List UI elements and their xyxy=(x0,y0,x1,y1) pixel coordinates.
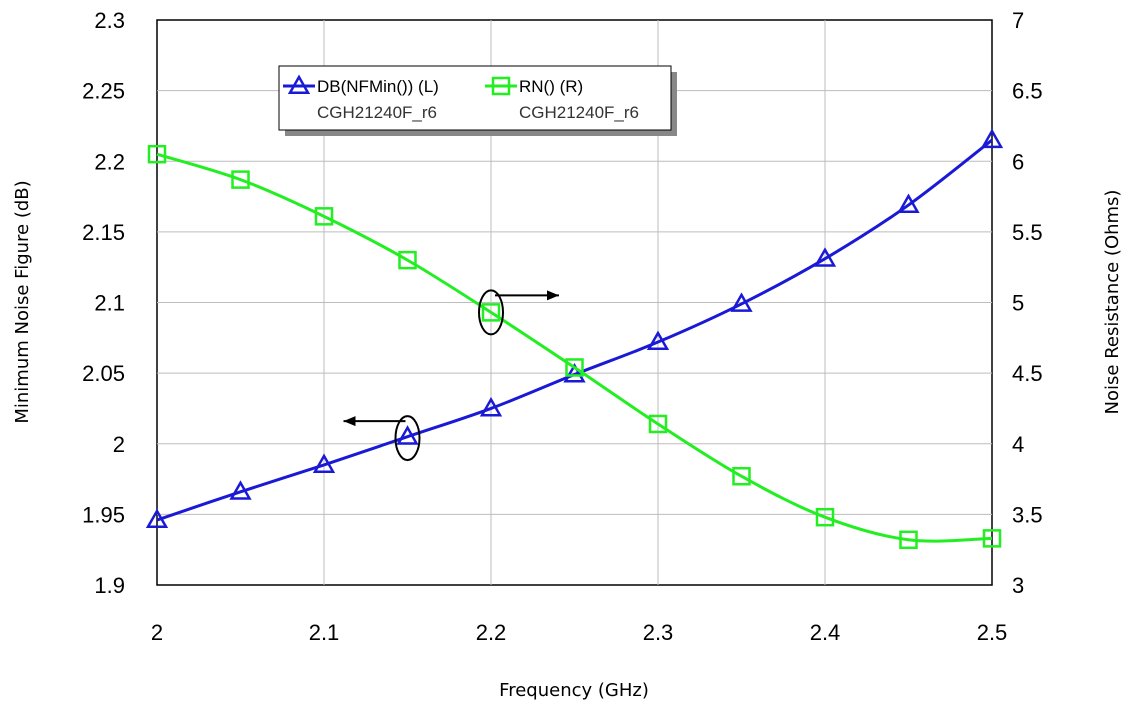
legend-box xyxy=(278,65,672,131)
y-right-tick-labels: 3 3.5 4 4.5 5 5.5 6 6.5 7 xyxy=(1012,8,1043,598)
data-point xyxy=(231,170,250,189)
data-point xyxy=(481,303,501,322)
y-right-tick-label: 6.5 xyxy=(1012,79,1043,104)
data-point xyxy=(398,250,417,270)
annotation-layer xyxy=(343,289,559,462)
series-line xyxy=(156,152,993,543)
x-tick-label: 2.2 xyxy=(476,620,507,645)
series-layer xyxy=(145,128,1004,550)
data-point xyxy=(813,247,837,267)
data-point xyxy=(314,207,334,226)
annotation-arrow-head xyxy=(343,416,356,427)
data-point xyxy=(229,480,252,500)
data-point xyxy=(312,453,336,473)
data-point xyxy=(147,144,167,164)
x-tick-label: 2.1 xyxy=(309,620,340,645)
legend-swatch-marker xyxy=(287,74,311,94)
data-point xyxy=(565,358,584,377)
annotation-ellipse xyxy=(478,289,504,336)
legend-item-1: RN() (R) CGH21240F_r6 xyxy=(485,76,639,122)
legend-item-0: DB(NFMin()) (L) CGH21240F_r6 xyxy=(283,74,439,122)
y-right-tick-label: 4.5 xyxy=(1012,361,1043,386)
y-left-tick-label: 2.3 xyxy=(94,8,125,33)
data-point xyxy=(479,396,503,417)
data-point xyxy=(730,292,753,312)
y-right-axis-title: Noise Resistance (Ohms) xyxy=(1102,190,1123,415)
data-point xyxy=(563,363,586,383)
legend-label: RN() (R) xyxy=(519,77,583,96)
y-right-tick-label: 3 xyxy=(1012,573,1024,598)
data-point xyxy=(396,425,419,445)
data-point xyxy=(897,193,920,214)
series-1 xyxy=(147,144,1002,550)
x-tick-labels: 2 2.1 2.2 2.3 2.4 2.5 xyxy=(151,620,1007,645)
data-point xyxy=(982,529,1002,548)
y-left-tick-label: 2.25 xyxy=(82,79,125,104)
y-right-tick-label: 5.5 xyxy=(1012,220,1043,245)
y-right-tick-label: 6 xyxy=(1012,149,1024,174)
legend: DB(NFMin()) (L) CGH21240F_r6 RN() (R) CGH21… xyxy=(278,65,677,136)
arrow-annotation xyxy=(343,415,421,462)
y-left-tick-label: 2 xyxy=(113,432,125,457)
data-point xyxy=(648,414,668,434)
data-point xyxy=(732,466,751,486)
legend-swatch-marker xyxy=(491,76,511,96)
x-tick-label: 2 xyxy=(151,620,163,645)
y-left-tick-label: 1.95 xyxy=(82,502,125,527)
data-point xyxy=(899,530,918,550)
annotation-ellipse xyxy=(394,415,421,462)
y-left-tick-label: 1.9 xyxy=(94,573,125,598)
y-left-axis-title: Minimum Noise Figure (dB) xyxy=(12,180,33,423)
legend-sublabel: CGH21240F_r6 xyxy=(519,103,639,122)
y-left-tick-label: 2.15 xyxy=(82,220,125,245)
data-point xyxy=(815,507,835,527)
y-left-tick-label: 2.1 xyxy=(94,291,125,316)
annotation-arrow-head xyxy=(547,290,559,301)
data-point xyxy=(646,330,670,351)
x-tick-label: 2.5 xyxy=(977,620,1008,645)
y-right-tick-label: 4 xyxy=(1012,432,1024,457)
legend-items: DB(NFMin()) (L) CGH21240F_r6 RN() (R) CGH21… xyxy=(283,74,639,122)
y-left-tick-label: 2.2 xyxy=(94,149,125,174)
x-tick-label: 2.4 xyxy=(810,620,841,645)
y-left-tick-labels: 1.9 1.95 2 2.05 2.1 2.15 2.2 2.25 2.3 xyxy=(82,8,125,598)
y-left-tick-label: 2.05 xyxy=(82,361,125,386)
y-right-tick-label: 5 xyxy=(1012,291,1024,316)
x-axis-title: Frequency (GHz) xyxy=(499,680,649,701)
y-right-tick-label: 7 xyxy=(1012,8,1024,33)
data-point xyxy=(980,128,1004,149)
y-right-tick-label: 3.5 xyxy=(1012,502,1043,527)
legend-label: DB(NFMin()) (L) xyxy=(317,77,439,96)
x-tick-label: 2.3 xyxy=(643,620,674,645)
legend-sublabel: CGH21240F_r6 xyxy=(317,103,437,122)
arrow-annotation xyxy=(478,289,559,336)
data-point xyxy=(145,508,169,529)
